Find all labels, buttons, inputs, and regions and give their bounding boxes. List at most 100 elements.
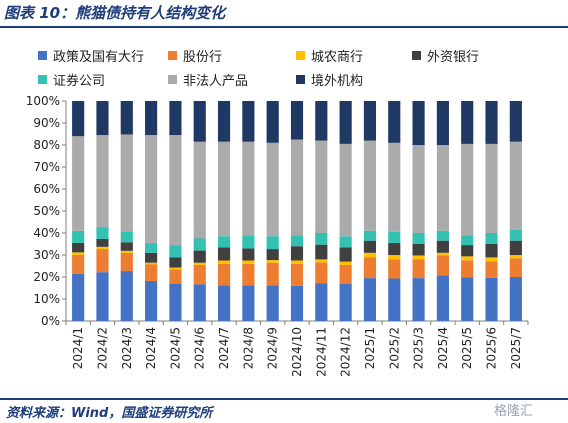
bar-segment: [413, 255, 425, 259]
bar-segment: [121, 242, 133, 251]
bar-segment: [340, 265, 352, 284]
bar-segment: [72, 243, 84, 252]
y-tick-label: 40%: [33, 226, 60, 240]
bar-segment: [437, 145, 449, 231]
bar-segment: [169, 268, 181, 270]
x-tick-label: 2025/4: [436, 327, 450, 369]
bar-segment: [315, 283, 327, 321]
bar-segment: [461, 245, 473, 256]
bar-segment: [413, 244, 425, 255]
bar-segment: [364, 231, 376, 241]
bar-segment: [145, 264, 157, 281]
x-tick-label: 2025/2: [387, 327, 401, 369]
x-tick-label: 2024/3: [120, 327, 134, 369]
bar-segment: [169, 135, 181, 245]
bar-segment: [510, 230, 522, 241]
bar-segment: [242, 142, 254, 236]
bar-segment: [96, 101, 108, 135]
bar-segment: [485, 244, 497, 257]
source-note: 资料来源：Wind，国盛证券研究所: [6, 402, 212, 421]
bar-segment: [485, 233, 497, 244]
bar-segment: [437, 253, 449, 256]
bar-segment: [461, 144, 473, 235]
bar-segment: [267, 260, 279, 263]
bar-segment: [145, 253, 157, 263]
bar-segment: [340, 101, 352, 144]
x-tick-label: 2025/1: [363, 327, 377, 369]
bar-segment: [169, 257, 181, 267]
bar-segment: [413, 145, 425, 233]
bar-segment: [72, 274, 84, 321]
bar-segment: [121, 134, 133, 231]
bar-segment: [267, 236, 279, 249]
bar-segment: [388, 259, 400, 278]
bar-segment: [267, 285, 279, 321]
y-tick-label: 90%: [33, 116, 60, 130]
y-tick-label: 20%: [33, 270, 60, 284]
bar-segment: [485, 257, 497, 261]
bar-segment: [72, 101, 84, 136]
bar-segment: [218, 264, 230, 286]
bar-segment: [340, 284, 352, 321]
bar-segment: [194, 239, 206, 251]
bar-segment: [485, 101, 497, 144]
y-tick-label: 10%: [33, 292, 60, 306]
bar-segment: [461, 260, 473, 277]
bar-segment: [485, 144, 497, 233]
bar-segment: [72, 252, 84, 255]
bar-segment: [194, 251, 206, 263]
bar-segment: [510, 101, 522, 142]
bar-segment: [242, 261, 254, 264]
bar-segment: [388, 232, 400, 243]
x-tick-label: 2024/8: [241, 327, 255, 369]
bar-segment: [96, 272, 108, 321]
y-tick-label: 70%: [33, 160, 60, 174]
bar-segment: [388, 101, 400, 143]
bar-segment: [437, 241, 449, 253]
bar-segment: [145, 263, 157, 265]
bar-segment: [72, 231, 84, 243]
bar-segment: [218, 261, 230, 264]
x-tick-label: 2024/7: [217, 327, 231, 369]
bar-segment: [315, 233, 327, 245]
bar-segment: [485, 261, 497, 278]
bar-segment: [364, 101, 376, 141]
bar-segment: [510, 255, 522, 258]
footer-divider: [0, 398, 568, 400]
x-tick-label: 2024/1: [71, 327, 85, 369]
y-tick-label: 30%: [33, 248, 60, 262]
bar-segment: [72, 255, 84, 274]
bar-segment: [315, 262, 327, 283]
bar-segment: [364, 257, 376, 278]
x-tick-label: 2024/12: [339, 327, 353, 377]
bar-segment: [461, 235, 473, 245]
bar-segment: [145, 135, 157, 243]
bar-segment: [169, 284, 181, 321]
bar-segment: [413, 259, 425, 278]
bar-segment: [242, 235, 254, 248]
bar-segment: [437, 101, 449, 145]
x-tick-label: 2025/5: [460, 327, 474, 369]
bar-segment: [145, 281, 157, 321]
bar-segment: [96, 135, 108, 227]
bar-segment: [364, 278, 376, 321]
bar-segment: [267, 143, 279, 237]
bar-segment: [194, 101, 206, 142]
bar-segment: [291, 261, 303, 264]
bar-segment: [510, 277, 522, 321]
bar-segment: [242, 248, 254, 260]
bar-segment: [96, 239, 108, 247]
y-tick-label: 100%: [26, 94, 60, 108]
bar-segment: [145, 243, 157, 253]
bar-segment: [194, 142, 206, 239]
x-tick-label: 2025/7: [509, 327, 523, 369]
bar-segment: [169, 269, 181, 283]
bar-segment: [169, 101, 181, 135]
bar-segment: [218, 247, 230, 260]
bar-segment: [121, 251, 133, 253]
bar-segment: [340, 144, 352, 236]
x-tick-label: 2024/2: [95, 327, 109, 369]
bar-segment: [461, 256, 473, 260]
bar-segment: [242, 101, 254, 142]
bar-segment: [485, 278, 497, 321]
